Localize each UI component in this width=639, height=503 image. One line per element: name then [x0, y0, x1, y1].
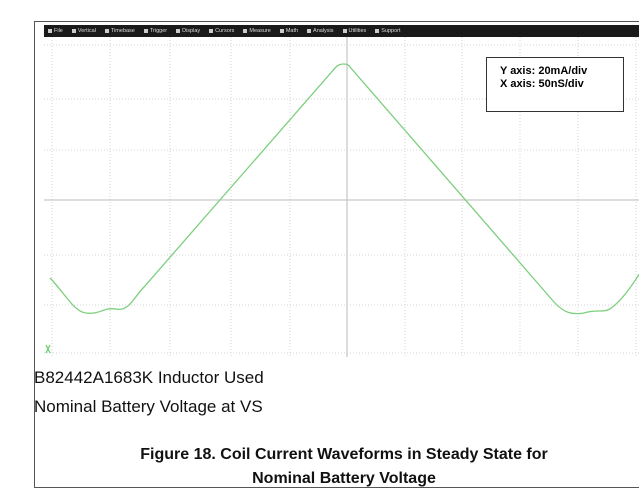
menu-item[interactable]: Analysis [307, 28, 333, 34]
ground-marker [45, 344, 51, 354]
menu-item[interactable]: Measure [243, 28, 270, 34]
note: B82442A1683K Inductor Used [34, 368, 264, 387]
note: Nominal Battery Voltage at VS [34, 397, 263, 416]
menu-item[interactable]: Support [375, 28, 400, 34]
menu-item[interactable]: Vertical [72, 28, 96, 34]
menu-item[interactable]: Utilities [343, 28, 367, 34]
menu-item[interactable]: Trigger [144, 28, 167, 34]
menu-item[interactable]: Timebase [105, 28, 135, 34]
menu-item[interactable]: File [48, 28, 63, 34]
menu-bar: File Vertical Timebase Trigger Display Cursor… [44, 25, 639, 37]
caption: Figure 18. Coil Current Waveforms in Ste… [140, 446, 548, 463]
annotation-line: Y axis: 20mA/div [500, 65, 588, 77]
annotation-box: Y axis: 20mA/div X axis: 50nS/div [486, 57, 624, 112]
caption: Nominal Battery Voltage [252, 470, 436, 487]
waveform [49, 63, 639, 315]
figure-frame [34, 21, 639, 488]
grid [44, 37, 639, 357]
menu-item[interactable]: Cursors [209, 28, 234, 34]
menu-item[interactable]: Math [280, 28, 298, 34]
annotation-line: X axis: 50nS/div [500, 78, 584, 90]
menu-item[interactable]: Display [176, 28, 200, 34]
